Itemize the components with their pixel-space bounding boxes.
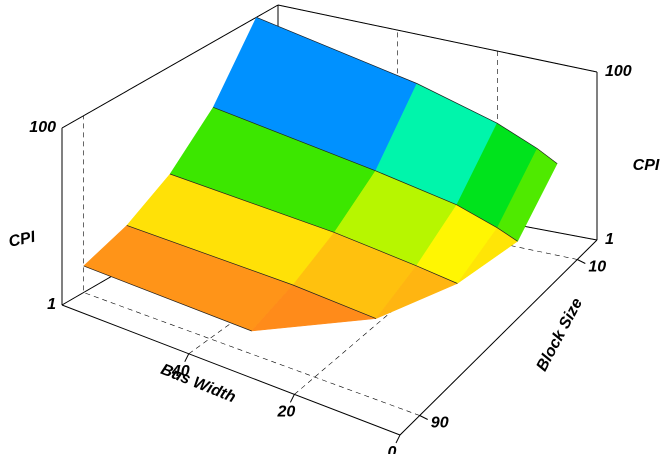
z-tick-label: 1	[47, 296, 56, 313]
z-grid-line	[61, 4, 598, 129]
x-tick-label: 20	[276, 404, 295, 421]
x-tick-label: 40	[171, 363, 190, 380]
box-edge	[277, 4, 598, 73]
x-tick	[289, 394, 295, 403]
x-grid-line	[399, 72, 598, 436]
surface-mesh-line	[83, 265, 252, 332]
y-axis-label: Block Size	[533, 295, 586, 374]
z-tick-label: 100	[29, 119, 56, 136]
surface-mesh-line	[126, 225, 377, 319]
z-tick-label: 100	[605, 63, 632, 80]
y-tick	[577, 259, 586, 264]
z-axis-label-right: CPI	[633, 157, 660, 174]
box-edge	[61, 304, 401, 436]
surface-mesh-line	[169, 173, 458, 284]
y-tick-label: 90	[431, 415, 449, 432]
surface-mesh-line	[256, 16, 558, 164]
x-tick-label: 0	[388, 444, 397, 454]
x-tick	[395, 434, 401, 444]
y-grid-line	[83, 115, 420, 416]
z-tick-label: 1	[605, 231, 614, 248]
y-tick-label: 10	[588, 259, 606, 276]
x-grid-line	[294, 51, 498, 395]
y-tick	[419, 415, 428, 420]
x-tick	[184, 353, 190, 362]
surface-mesh-line	[213, 106, 518, 242]
z-axis-label-left: CPI	[7, 229, 37, 251]
